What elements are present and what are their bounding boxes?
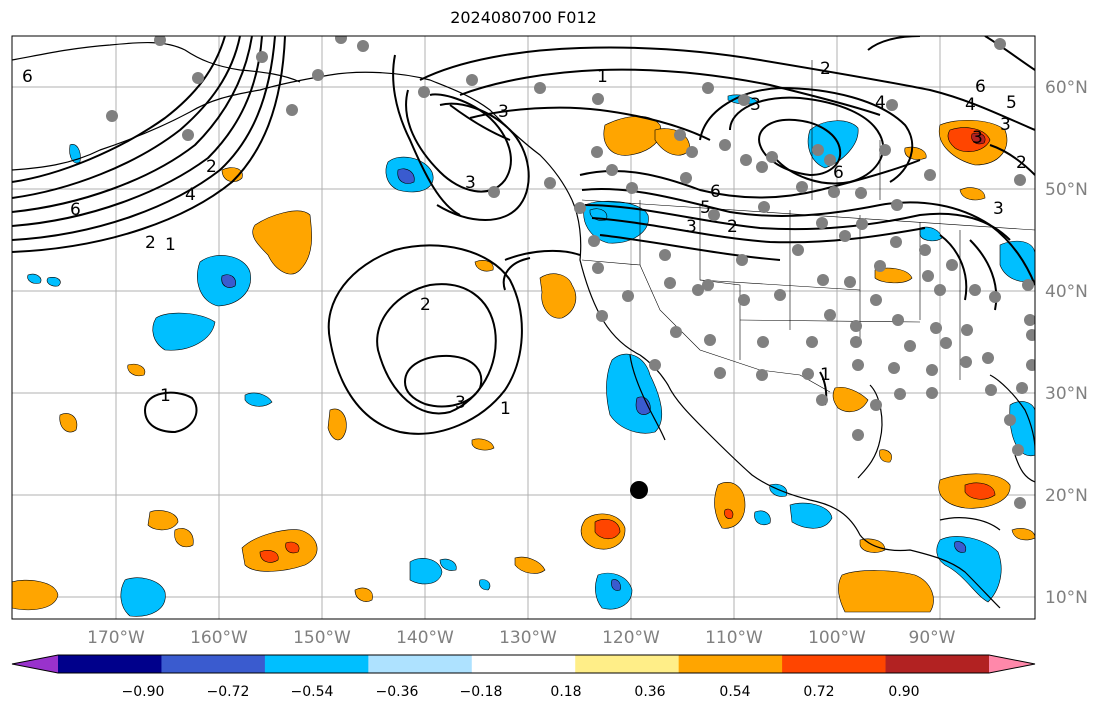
- lon-label: 90°W: [909, 628, 956, 648]
- forecast-center-marker: [630, 481, 648, 499]
- lon-label: 120°W: [602, 628, 660, 648]
- contour-label-4: 4: [185, 185, 196, 205]
- colorbar-tick-label: 0.54: [719, 684, 750, 700]
- colorbar-segment: [161, 655, 265, 673]
- contour-label-3: 3: [1000, 115, 1011, 135]
- lat-label: 40°N: [1045, 282, 1088, 302]
- colorbar-segment: [575, 655, 679, 673]
- contour-label-5: 5: [1006, 93, 1017, 113]
- contour-label-3: 3: [750, 95, 761, 115]
- lon-label: 160°W: [190, 628, 248, 648]
- colorbar-segment: [886, 655, 990, 673]
- contour-label-2: 2: [420, 295, 431, 315]
- longitude-axis: 170°W 160°W 150°W 140°W 130°W 120°W 110°…: [87, 628, 956, 648]
- contour-label-2: 2: [820, 59, 831, 79]
- contour-label-1: 1: [160, 386, 171, 406]
- contour-label-1: 1: [820, 365, 831, 385]
- colorbar-labels: −0.90 −0.72 −0.54 −0.36 −0.18 0.18 0.36 …: [122, 684, 920, 700]
- colorbar-segment: [58, 655, 162, 673]
- lat-label: 50°N: [1045, 180, 1088, 200]
- colorbar-extend-low: [12, 655, 58, 673]
- contour-label-3: 3: [455, 393, 466, 413]
- contour-label-2: 2: [1016, 153, 1027, 173]
- latitude-axis: 60°N 50°N 40°N 30°N 20°N 10°N: [1045, 78, 1088, 608]
- map-figure: 1 1 2 6 4 2 6 2 3 1 3 3 1 2 3 6 5 3 2 6 …: [0, 0, 1105, 712]
- contour-label-6: 6: [833, 163, 844, 183]
- colorbar: [12, 655, 1035, 673]
- contour-label-2: 2: [727, 217, 738, 237]
- contour-label-6: 6: [975, 77, 986, 97]
- colorbar-segment: [265, 655, 369, 673]
- colorbar-segment: [679, 655, 783, 673]
- colorbar-tick-label: −0.36: [376, 684, 419, 700]
- colorbar-extend-high: [989, 655, 1035, 673]
- lat-label: 30°N: [1045, 384, 1088, 404]
- colorbar-segment: [782, 655, 886, 673]
- contour-label-6: 6: [710, 182, 721, 202]
- contour-label-1: 1: [597, 67, 608, 87]
- colorbar-tick-label: 0.90: [888, 684, 919, 700]
- lat-label: 60°N: [1045, 78, 1088, 98]
- lat-label: 10°N: [1045, 588, 1088, 608]
- colorbar-tick-label: −0.54: [291, 684, 334, 700]
- colorbar-segment: [472, 655, 576, 673]
- contour-label-1: 1: [165, 235, 176, 255]
- lon-label: 110°W: [705, 628, 763, 648]
- contour-label-1: 1: [500, 399, 511, 419]
- contour-label-3: 3: [993, 199, 1004, 219]
- lon-label: 140°W: [396, 628, 454, 648]
- colorbar-tick-label: −0.18: [460, 684, 503, 700]
- contour-label-2: 2: [206, 157, 217, 177]
- colorbar-tick-label: 0.72: [803, 684, 834, 700]
- contour-label-3: 3: [465, 173, 476, 193]
- lon-label: 130°W: [499, 628, 557, 648]
- contour-label-4: 4: [875, 93, 886, 113]
- contour-label-3: 3: [498, 102, 509, 122]
- colorbar-tick-label: −0.90: [122, 684, 165, 700]
- contour-label-2: 2: [145, 233, 156, 253]
- colorbar-segment: [368, 655, 472, 673]
- contour-label-6: 6: [22, 67, 33, 87]
- contour-label-4: 4: [965, 95, 976, 115]
- contour-label-3: 3: [686, 217, 697, 237]
- lat-label: 20°N: [1045, 486, 1088, 506]
- colorbar-tick-label: −0.72: [207, 684, 250, 700]
- contour-label-3: 3: [972, 128, 983, 148]
- lon-label: 150°W: [293, 628, 351, 648]
- colorbar-tick-label: 0.18: [550, 684, 581, 700]
- contour-label-6: 6: [70, 200, 81, 220]
- lon-label: 100°W: [808, 628, 866, 648]
- colorbar-tick-label: 0.36: [634, 684, 665, 700]
- lon-label: 170°W: [87, 628, 145, 648]
